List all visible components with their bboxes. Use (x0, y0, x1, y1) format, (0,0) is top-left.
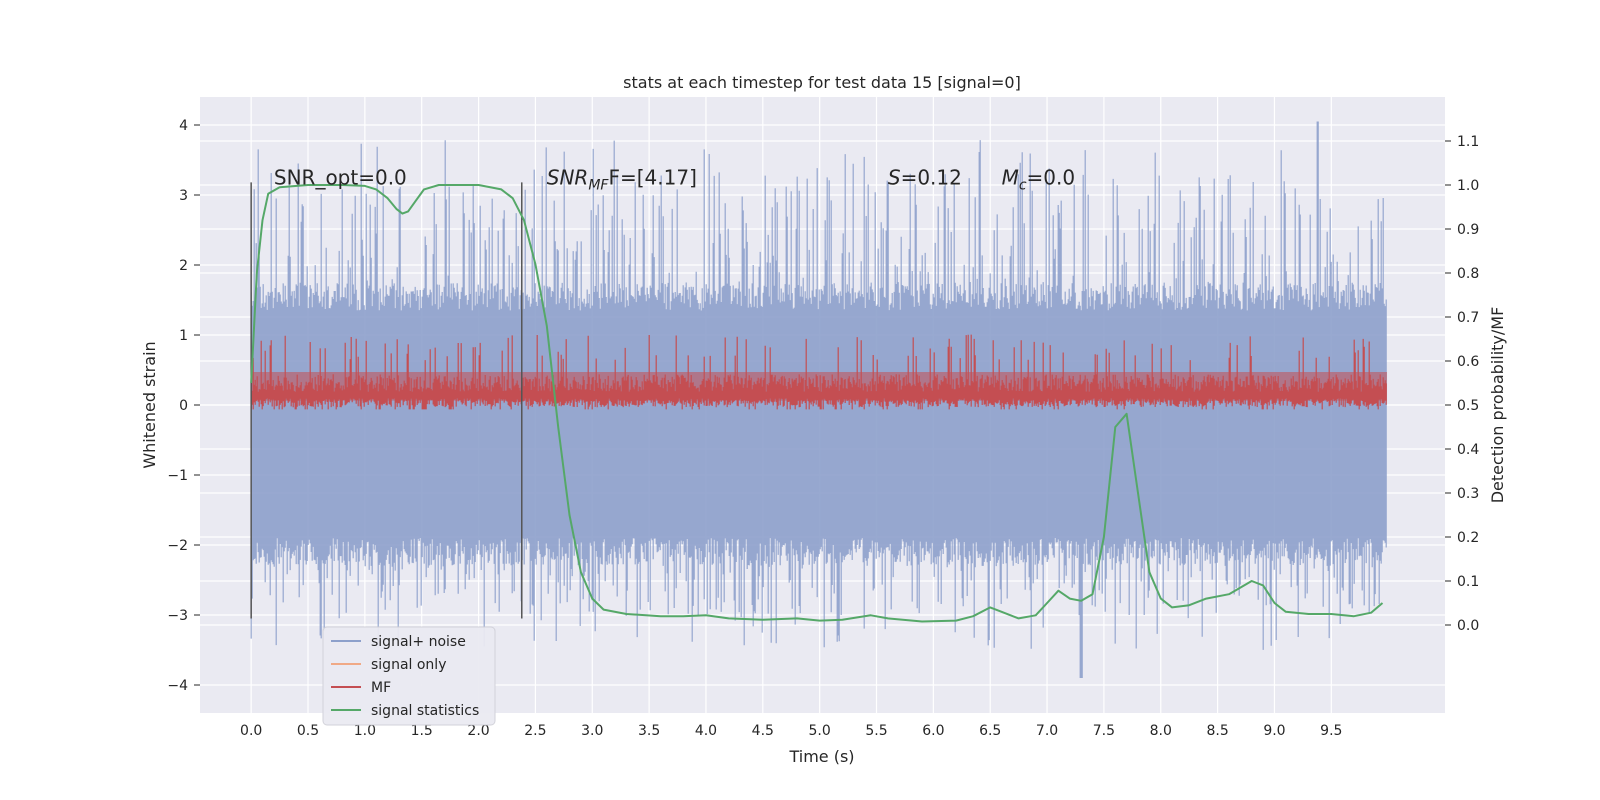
x-tick-label: 9.0 (1263, 723, 1285, 739)
annotation-italic: M (1002, 166, 1019, 190)
y-axis-label-left: Whitened strain (140, 341, 159, 468)
y-tick-label-right: 0.5 (1457, 398, 1479, 414)
annotation-subscript: MF (588, 178, 609, 194)
annotation-italic: SNR (547, 166, 589, 190)
annotation-suffix: =0.12 (901, 166, 962, 190)
x-tick-label: 5.0 (809, 723, 831, 739)
x-tick-label: 3.0 (581, 723, 603, 739)
x-tick-label: 2.5 (524, 723, 546, 739)
annotation-subscript: c (1019, 178, 1027, 194)
y-tick-label-left: −1 (167, 468, 188, 484)
y-tick-label-right: 0.8 (1457, 266, 1479, 282)
annotation-prefix: SNR_opt (274, 166, 358, 190)
annotation-suffix: =0.0 (1027, 166, 1076, 190)
y-tick-label-left: 3 (179, 188, 188, 204)
y-tick-label-right: 0.0 (1457, 618, 1479, 634)
legend-label: signal+ noise (371, 634, 466, 650)
annotation-italic: S (888, 166, 901, 190)
y-tick-label-right: 0.1 (1457, 574, 1479, 590)
x-axis-label: Time (s) (788, 747, 854, 766)
x-tick-label: 8.0 (1150, 723, 1172, 739)
y-tick-label-right: 0.4 (1457, 442, 1479, 458)
annotation-suffix: F=[4.17] (608, 166, 696, 190)
y-tick-label-right: 0.3 (1457, 486, 1479, 502)
y-tick-label-right: 0.6 (1457, 354, 1479, 370)
y-tick-label-left: 1 (179, 328, 188, 344)
y-ticks-left: 4 3 2 1 0 −1 −2 −3 −4 (167, 118, 200, 694)
annotation-mc-stat: Mc=0.0 (1002, 166, 1076, 194)
x-tick-label: 6.5 (979, 723, 1001, 739)
series-mf (250, 334, 1388, 410)
x-tick-label: 0.5 (297, 723, 319, 739)
x-tick-label: 9.5 (1320, 723, 1342, 739)
x-tick-label: 4.0 (695, 723, 717, 739)
annotation-snr-opt: SNR_opt=0.0 (274, 166, 407, 190)
y-tick-label-left: −4 (167, 678, 188, 694)
legend-box (322, 626, 496, 726)
y-tick-label-left: −3 (167, 608, 188, 624)
y-tick-label-right: 0.2 (1457, 530, 1479, 546)
x-ticks: 0.0 0.5 1.0 1.5 2.0 2.5 3.0 3.5 4.0 4.5 5.0 5.5 6.0 6… (240, 723, 1342, 739)
y-tick-label-right: 1.1 (1457, 134, 1479, 150)
x-tick-label: 4.5 (752, 723, 774, 739)
chart-title: stats at each timestep for test data 15 … (623, 73, 1021, 92)
y-tick-label-right: 1.0 (1457, 178, 1479, 194)
x-tick-label: 3.5 (638, 723, 660, 739)
y-tick-label-left: 0 (179, 398, 188, 414)
vertical-markers (250, 182, 523, 619)
x-tick-label: 2.0 (467, 723, 489, 739)
x-tick-label: 8.5 (1206, 723, 1228, 739)
x-tick-label: 1.5 (411, 723, 433, 739)
x-tick-label: 7.5 (1093, 723, 1115, 739)
mf-band (251, 372, 1388, 401)
y-tick-label-left: −2 (167, 538, 188, 554)
x-tick-label: 1.0 (354, 723, 376, 739)
x-tick-label: 0.0 (240, 723, 262, 739)
legend-label: signal statistics (371, 703, 479, 719)
y-ticks-right: 1.1 1.0 0.9 0.8 0.7 0.6 0.5 0.4 0.3 0.2 0.1 0.0 (1445, 134, 1479, 634)
annotation-snr-mf: SNRMFF=[4.17] (547, 166, 697, 194)
y-axis-label-right: Detection probability/MF (1488, 307, 1507, 504)
legend-label: MF (371, 680, 391, 696)
legend-label: signal only (371, 657, 446, 673)
plot-data (250, 121, 1388, 678)
annotation-s-stat: S=0.12 (888, 166, 962, 190)
series-signal-statistics (250, 184, 1384, 623)
x-tick-label: 6.0 (922, 723, 944, 739)
y-tick-label-left: 2 (179, 258, 188, 274)
y-tick-label-right: 0.7 (1457, 310, 1479, 326)
legend: signal+ noise signal only MF signal statist… (322, 626, 496, 726)
annotation-suffix: =0.0 (358, 166, 407, 190)
y-tick-label-left: 4 (179, 118, 188, 134)
y-tick-label-right: 0.9 (1457, 222, 1479, 238)
x-tick-label: 7.0 (1036, 723, 1058, 739)
signal-statistics-line (250, 184, 1384, 623)
annotations: SNR_opt=0.0 SNRMFF=[4.17] S=0.12 Mc=0.0 (274, 166, 1075, 194)
x-tick-label: 5.5 (865, 723, 887, 739)
